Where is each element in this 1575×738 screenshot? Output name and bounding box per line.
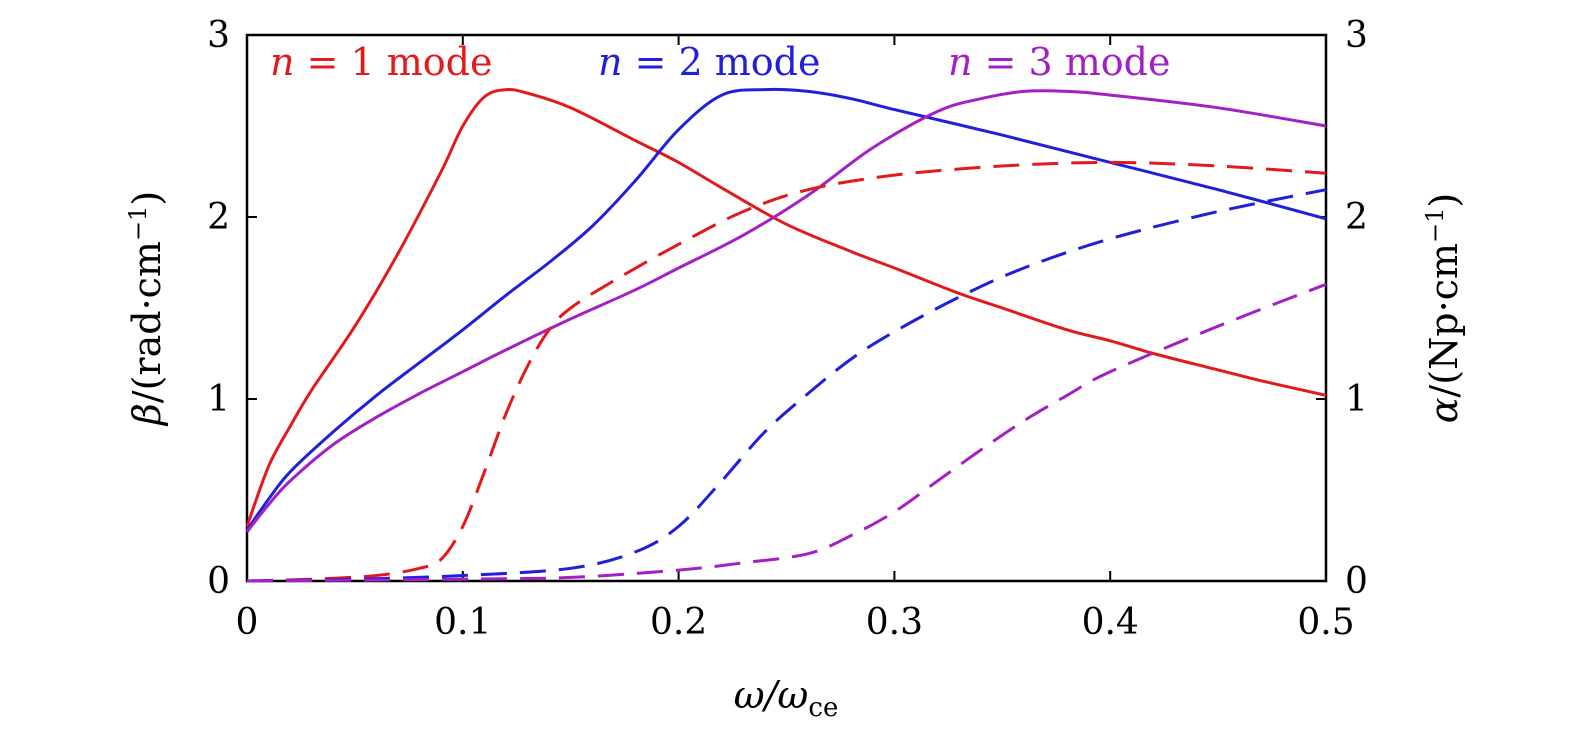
legend-entry-2-text: = 2 mode (622, 40, 820, 84)
y-left-tick-label: 2 (207, 197, 230, 238)
plot-frame (245, 33, 1328, 583)
x-tick-label: 0 (236, 602, 259, 643)
y-right-axis-label: α/(Np·cm−1) (1421, 193, 1466, 424)
series-beta-mode-1-line (245, 87, 1327, 527)
y-right-label-text: /(Np·cm (1422, 243, 1466, 398)
y-right-label-symbol: α (1422, 398, 1466, 424)
y-right-tick-label: 2 (1345, 197, 1368, 238)
series-alpha-mode-3-line (246, 282, 1327, 583)
legend-entry-2-var: n (598, 40, 622, 84)
x-axis-label: ω/ωce (734, 673, 839, 723)
series-group (245, 87, 1327, 583)
x-tick-label: 0.2 (650, 602, 707, 643)
series-beta-mode-3-line (245, 89, 1327, 533)
legend-entry-3-text: = 3 mode (972, 40, 1170, 84)
y-right-label-superscript: −1 (1421, 208, 1449, 243)
legend-entry-1-text: = 1 mode (294, 40, 492, 84)
y-right-axis-ticks: 0 1 2 3 (1316, 15, 1368, 602)
x-axis-label-symbol: ω/ω (734, 673, 809, 717)
x-tick-label: 0.5 (1297, 602, 1354, 643)
y-right-tick-label: 3 (1345, 15, 1368, 56)
x-axis-label-subscript: ce (808, 693, 838, 723)
x-tick-label: 0.4 (1082, 602, 1139, 643)
legend-entry-3-var: n (948, 40, 972, 84)
y-left-label-text: /(rad·cm (125, 241, 169, 403)
x-axis-ticks: 0 0.1 0.2 0.3 0.4 0.5 (236, 35, 1355, 643)
y-left-tick-label: 1 (207, 379, 230, 420)
series-alpha-mode-2-line (246, 188, 1327, 583)
y-right-label-close: ) (1422, 193, 1466, 208)
x-tick-label: 0.1 (434, 602, 491, 643)
y-left-label-symbol: β (125, 403, 169, 427)
legend-entry-mode-2: n = 2 mode (598, 40, 820, 84)
y-left-label-superscript: −1 (124, 206, 152, 241)
y-left-axis-ticks: 0 1 2 3 (207, 15, 257, 602)
y-right-tick-label: 0 (1345, 561, 1368, 602)
series-beta-mode-2-line (245, 87, 1327, 531)
y-left-label-close: ) (125, 191, 169, 206)
x-tick-label: 0.3 (866, 602, 923, 643)
legend-entry-1-var: n (270, 40, 294, 84)
y-left-tick-label: 3 (207, 15, 230, 56)
legend-entry-mode-1: n = 1 mode (270, 40, 492, 84)
y-left-tick-label: 0 (207, 561, 230, 602)
legend: n = 1 mode n = 2 mode n = 3 mode (270, 40, 1170, 84)
y-right-tick-label: 1 (1345, 379, 1368, 420)
legend-entry-mode-3: n = 3 mode (948, 40, 1170, 84)
y-left-axis-label: β/(rad·cm−1) (124, 191, 169, 427)
series-alpha-mode-1-line (246, 160, 1327, 583)
